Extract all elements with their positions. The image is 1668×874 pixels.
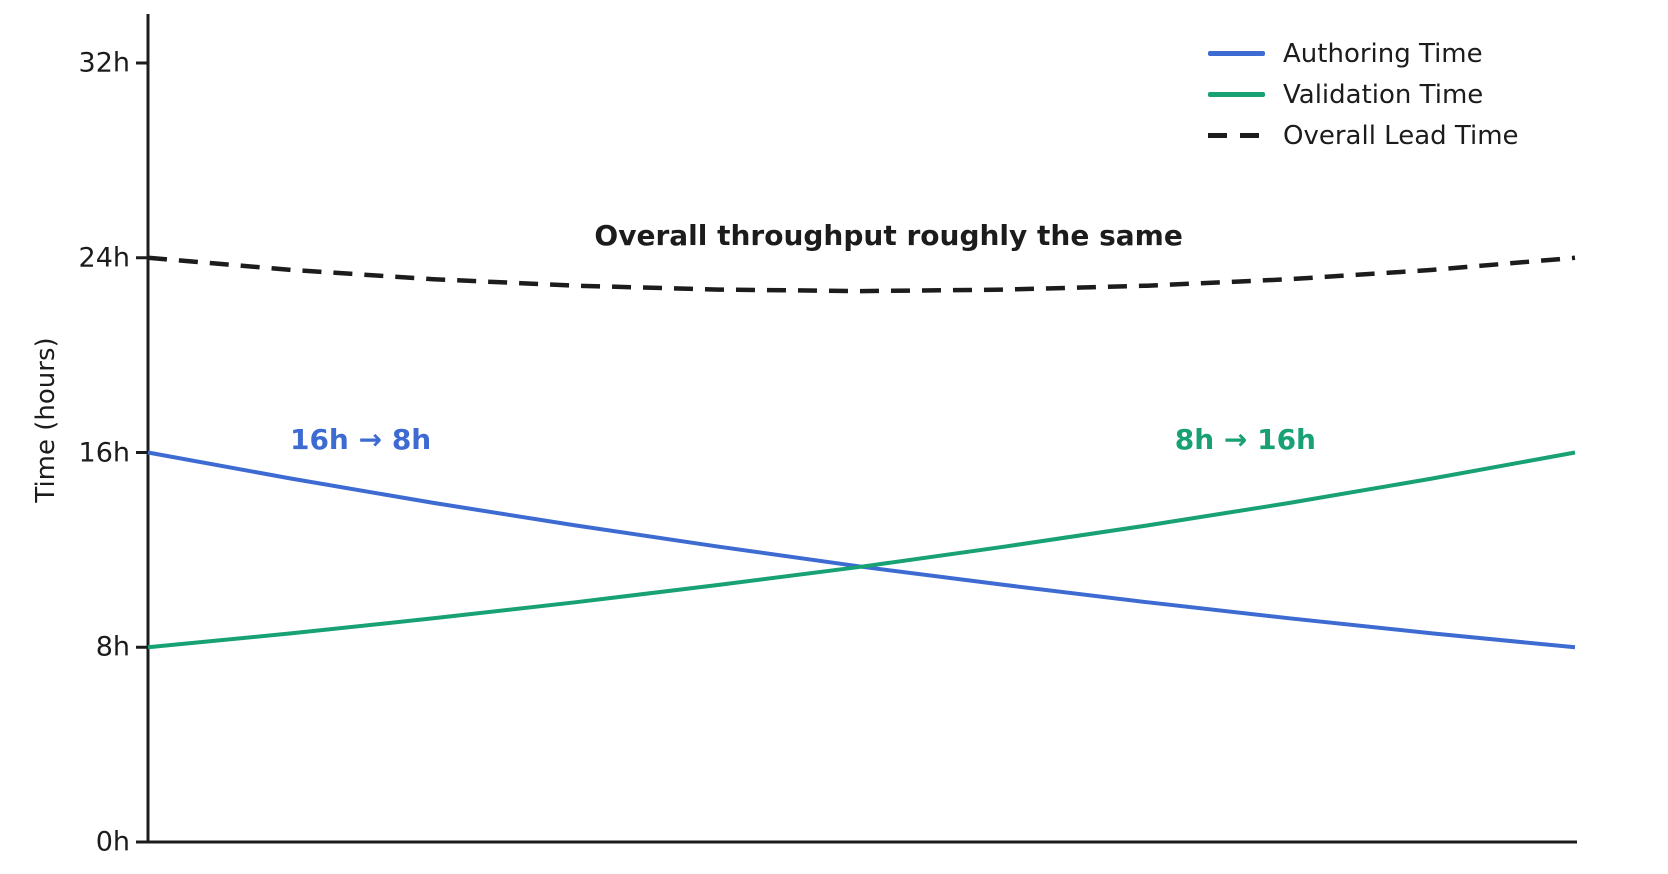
y-tick-label: 8h [95, 631, 130, 663]
series-line-overall-lead-time [147, 255, 1576, 294]
y-tick-label: 0h [95, 826, 130, 858]
legend-item-overall-lead-time: Overall Lead Time [1208, 115, 1519, 156]
y-tick-label: 16h [78, 437, 130, 468]
legend-line-sample-validation [1208, 92, 1265, 97]
y-tick-label: 24h [78, 242, 130, 274]
legend-label: Overall Lead Time [1283, 120, 1519, 151]
legend-line-sample-authoring [1208, 51, 1265, 56]
annotation-authoring-change: 16h → 8h [289, 423, 432, 457]
annotation-overall-throughput: Overall throughput roughly the same [594, 219, 1183, 253]
annotation-validation-change: 8h → 16h [1174, 423, 1316, 457]
series-line-authoring-time [147, 450, 1576, 650]
y-axis-title: Time (hours) [31, 337, 61, 503]
legend-item-authoring-time: Authoring Time [1208, 33, 1519, 74]
legend-item-validation-time: Validation Time [1208, 74, 1519, 115]
y-tick-label: 32h [78, 47, 130, 79]
series-line-validation-time [147, 450, 1576, 650]
legend-label: Authoring Time [1283, 38, 1483, 69]
legend-line-sample-overall [1208, 133, 1265, 138]
legend-label: Validation Time [1283, 79, 1484, 110]
legend: Authoring Time Validation Time Overall L… [1208, 33, 1519, 156]
